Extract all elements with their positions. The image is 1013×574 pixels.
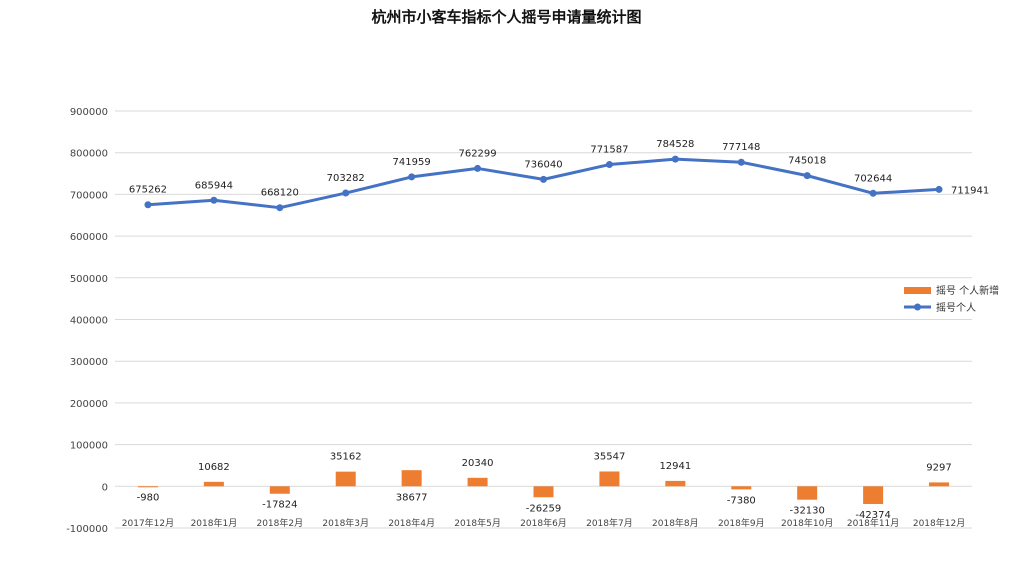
line-data-label: 703282 [327, 173, 365, 184]
chart-title: 杭州市小客车指标个人摇号申请量统计图 [371, 8, 642, 26]
line-data-label: 745018 [788, 156, 826, 167]
bar-data-label: 35162 [330, 452, 362, 463]
bar-data-label: 38677 [396, 492, 428, 503]
y-tick-label: 400000 [70, 316, 108, 327]
x-tick-label: 2018年1月 [191, 517, 238, 529]
bar-data-label: -26259 [526, 503, 561, 514]
bar [269, 486, 290, 494]
y-tick-label: 500000 [70, 274, 108, 285]
line-point [210, 196, 218, 204]
line-data-label: 762299 [458, 148, 496, 159]
y-tick-label: 100000 [70, 441, 108, 452]
legend-swatch-bar [904, 287, 931, 294]
legend-label-bar: 摇号 个人新增 [936, 284, 999, 297]
line-data-label: 736040 [524, 159, 562, 170]
bar [335, 471, 356, 487]
x-tick-label: 2018年8月 [652, 517, 699, 529]
y-tick-label: -100000 [66, 524, 108, 535]
line-series [144, 155, 943, 212]
line-data-label: 741959 [393, 157, 431, 168]
bar [665, 480, 686, 487]
x-tick-label: 2018年11月 [847, 517, 899, 529]
bar [797, 486, 818, 500]
line-point [408, 173, 416, 181]
y-tick-label: 0 [102, 482, 108, 493]
line-point [342, 189, 350, 197]
line-data-label: 702644 [854, 173, 892, 184]
line-data-label: 675262 [129, 185, 167, 196]
bar-data-label: -42374 [855, 510, 890, 521]
bar [203, 481, 224, 487]
line-point [276, 204, 284, 212]
line-point [803, 172, 811, 180]
x-axis-ticks: 2017年12月 2018年1月 2018年2月 2018年3月 2018年4月 2018… [122, 517, 965, 529]
bar-data-label: 10682 [198, 462, 230, 473]
gridlines [115, 110, 972, 529]
y-tick-label: 800000 [70, 149, 108, 160]
legend-marker-line [914, 303, 921, 311]
line-data-label: 771587 [590, 145, 628, 156]
bar [863, 486, 884, 504]
line-point [474, 164, 482, 172]
y-tick-label: 200000 [70, 399, 108, 410]
x-tick-label: 2018年10月 [781, 517, 833, 529]
bar-data-label: 9297 [926, 462, 951, 473]
y-tick-label: 300000 [70, 357, 108, 368]
bar [401, 470, 422, 487]
x-tick-label: 2018年9月 [718, 517, 765, 529]
bar-data-label: -32130 [789, 506, 824, 517]
bar [731, 486, 752, 490]
bar-data-label: -980 [137, 493, 160, 504]
bar-data-label: -7380 [727, 495, 756, 506]
bar [533, 486, 554, 498]
y-tick-label: 700000 [70, 190, 108, 201]
bar-data-label: 12941 [659, 461, 691, 472]
line-data-label: 784528 [656, 139, 694, 150]
line-point [935, 185, 943, 193]
x-tick-label: 2018年12月 [913, 517, 965, 529]
line-point [144, 201, 152, 209]
x-tick-label: 2018年3月 [322, 517, 369, 529]
bar-data-label: -17824 [262, 500, 297, 511]
line-data-label: 668120 [261, 188, 299, 199]
data-labels: -980 10682 -17824 35162 38677 20340 -26259 3554… [129, 139, 989, 521]
bar [599, 471, 620, 487]
x-tick-label: 2018年6月 [520, 517, 567, 529]
legend-label-line: 摇号个人 [936, 301, 976, 314]
bar-data-label: 35547 [594, 451, 626, 462]
line-point [540, 175, 547, 183]
y-axis-ticks: 900000 800000 700000 600000 500000 400000 3000… [66, 107, 108, 535]
line-data-label: 711941 [951, 185, 989, 196]
line-data-label: 685944 [195, 180, 233, 191]
x-tick-label: 2018年4月 [388, 517, 435, 529]
x-tick-label: 2017年12月 [122, 517, 174, 529]
bar-data-label: 20340 [462, 458, 494, 469]
line-point [605, 161, 613, 169]
bar [467, 477, 488, 487]
line-point [737, 158, 745, 166]
line-point [869, 189, 877, 197]
y-tick-label: 600000 [70, 232, 108, 243]
bar-series [137, 470, 950, 504]
y-tick-label: 900000 [70, 107, 108, 118]
line-point [671, 155, 679, 163]
bar [137, 486, 158, 488]
x-tick-label: 2018年7月 [586, 517, 633, 529]
line-data-label: 777148 [722, 142, 760, 153]
x-tick-label: 2018年2月 [256, 517, 303, 529]
x-tick-label: 2018年5月 [454, 517, 501, 529]
bar [929, 482, 950, 487]
